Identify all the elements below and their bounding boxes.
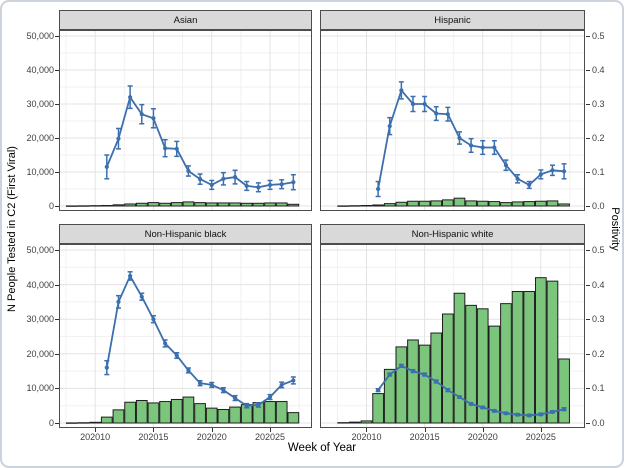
- y-right-tick-label: 0.2: [592, 348, 605, 359]
- y-right-tick-label: 0.5: [592, 31, 605, 41]
- error-bars: [104, 271, 296, 409]
- y-left-tick-mark: [55, 353, 59, 355]
- y-left-tick-mark: [55, 172, 59, 173]
- y-right-tick-label: 0.3: [592, 314, 605, 325]
- y-right-tick-label: 0.1: [592, 383, 605, 394]
- facet-strip-hispanic: Hispanic: [320, 10, 585, 30]
- y-right-tick-mark: [586, 388, 590, 390]
- x-tick-mark: [211, 428, 213, 432]
- y-left-tick-label: 0: [48, 201, 54, 211]
- y-left-tick-mark: [55, 36, 59, 37]
- panel-plot-2: [320, 30, 585, 211]
- y-right-tick-label: 0.5: [592, 245, 605, 255]
- x-tick-label: 202020: [196, 432, 227, 442]
- x-tick-mark: [540, 428, 542, 432]
- facet-strip-label: Hispanic: [434, 14, 471, 26]
- x-tick-label: 202015: [409, 432, 440, 442]
- y-right-tick-label: 0.4: [592, 65, 605, 75]
- y-left-tick-mark: [55, 138, 59, 139]
- x-tick-mark: [482, 428, 484, 432]
- y-right-tick-label: 0.2: [592, 133, 605, 143]
- y-left-tick-mark: [55, 319, 59, 321]
- x-tick-label: 202025: [525, 432, 556, 442]
- panel-border: [59, 244, 312, 428]
- panel-border: [320, 244, 585, 428]
- facet-strip-label: Non-Hispanic black: [144, 228, 227, 240]
- x-tick-mark: [270, 428, 272, 432]
- facet-strip-asian: Asian: [59, 10, 312, 30]
- gridlines: [320, 30, 585, 211]
- line-points: [376, 363, 567, 418]
- y-right-tick-mark: [586, 284, 590, 286]
- y-right-tick-mark: [586, 319, 590, 321]
- y-right-tick-label: 0.3: [592, 99, 605, 109]
- line-points: [376, 88, 567, 192]
- bars-n-tested: [337, 197, 570, 207]
- y-left-tick-label: 10,000: [26, 383, 54, 394]
- line-points: [104, 95, 296, 190]
- panel-plot-4: [320, 244, 585, 428]
- x-axis-title: Week of Year: [287, 442, 357, 454]
- y-left-tick-label: 30,000: [26, 99, 54, 109]
- y-right-tick-label: 0.1: [592, 167, 605, 177]
- y-left-tick-label: 10,000: [26, 167, 54, 177]
- bars-n-tested: [65, 201, 300, 207]
- bars-n-tested: [337, 277, 570, 424]
- y-left-tick-mark: [55, 284, 59, 286]
- x-tick-label: 202010: [351, 432, 382, 442]
- y-left-tick-mark: [55, 70, 59, 71]
- y-right-tick-mark: [586, 172, 590, 173]
- y-left-tick-label: 20,000: [26, 348, 54, 359]
- y-right-tick-mark: [586, 353, 590, 355]
- x-tick-mark: [95, 428, 97, 432]
- y-right-tick-label: 0.4: [592, 279, 605, 290]
- y-left-tick-mark: [55, 206, 59, 207]
- y-left-tick-label: 20,000: [26, 133, 54, 143]
- y-left-tick-label: 50,000: [26, 245, 54, 255]
- y-left-tick-label: 40,000: [26, 279, 54, 290]
- x-tick-label: 202015: [138, 432, 169, 442]
- facet-strip-non-hispanic-white: Non-Hispanic white: [320, 224, 585, 244]
- y-right-tick-mark: [586, 36, 590, 37]
- y-left-tick-mark: [55, 423, 59, 424]
- line-points: [104, 273, 296, 408]
- y-right-tick-mark: [586, 250, 590, 251]
- panel-border: [320, 30, 585, 211]
- y-left-tick-label: 30,000: [26, 314, 54, 325]
- y-right-tick-mark: [586, 423, 590, 424]
- y-left-tick-mark: [55, 250, 59, 251]
- panel-plot-1: [59, 30, 312, 211]
- y-left-tick-label: 40,000: [26, 65, 54, 75]
- y-right-tick-mark: [586, 138, 590, 139]
- y-right-tick-mark: [586, 104, 590, 105]
- y-right-tick-label: 0.0: [592, 418, 605, 428]
- x-tick-mark: [366, 428, 368, 432]
- facet-strip-label: Non-Hispanic white: [411, 228, 494, 240]
- y-left-tick-mark: [55, 388, 59, 390]
- error-bars: [375, 81, 567, 198]
- panel-border: [59, 30, 312, 211]
- panel-plot-3: [59, 244, 312, 428]
- x-tick-mark: [424, 428, 426, 432]
- y-right-tick-mark: [586, 70, 590, 71]
- x-tick-label: 202025: [254, 432, 286, 442]
- facet-strip-non-hispanic-black: Non-Hispanic black: [59, 224, 312, 244]
- x-tick-label: 202010: [80, 432, 111, 442]
- y-left-tick-label: 0: [48, 418, 54, 428]
- y-left-tick-mark: [55, 104, 59, 105]
- y-right-tick-label: 0.0: [592, 201, 605, 211]
- facet-strip-label: Asian: [173, 14, 198, 26]
- y-right-tick-mark: [586, 206, 590, 207]
- y-left-tick-label: 50,000: [26, 31, 54, 41]
- x-tick-mark: [153, 428, 155, 432]
- x-tick-label: 202020: [467, 432, 498, 442]
